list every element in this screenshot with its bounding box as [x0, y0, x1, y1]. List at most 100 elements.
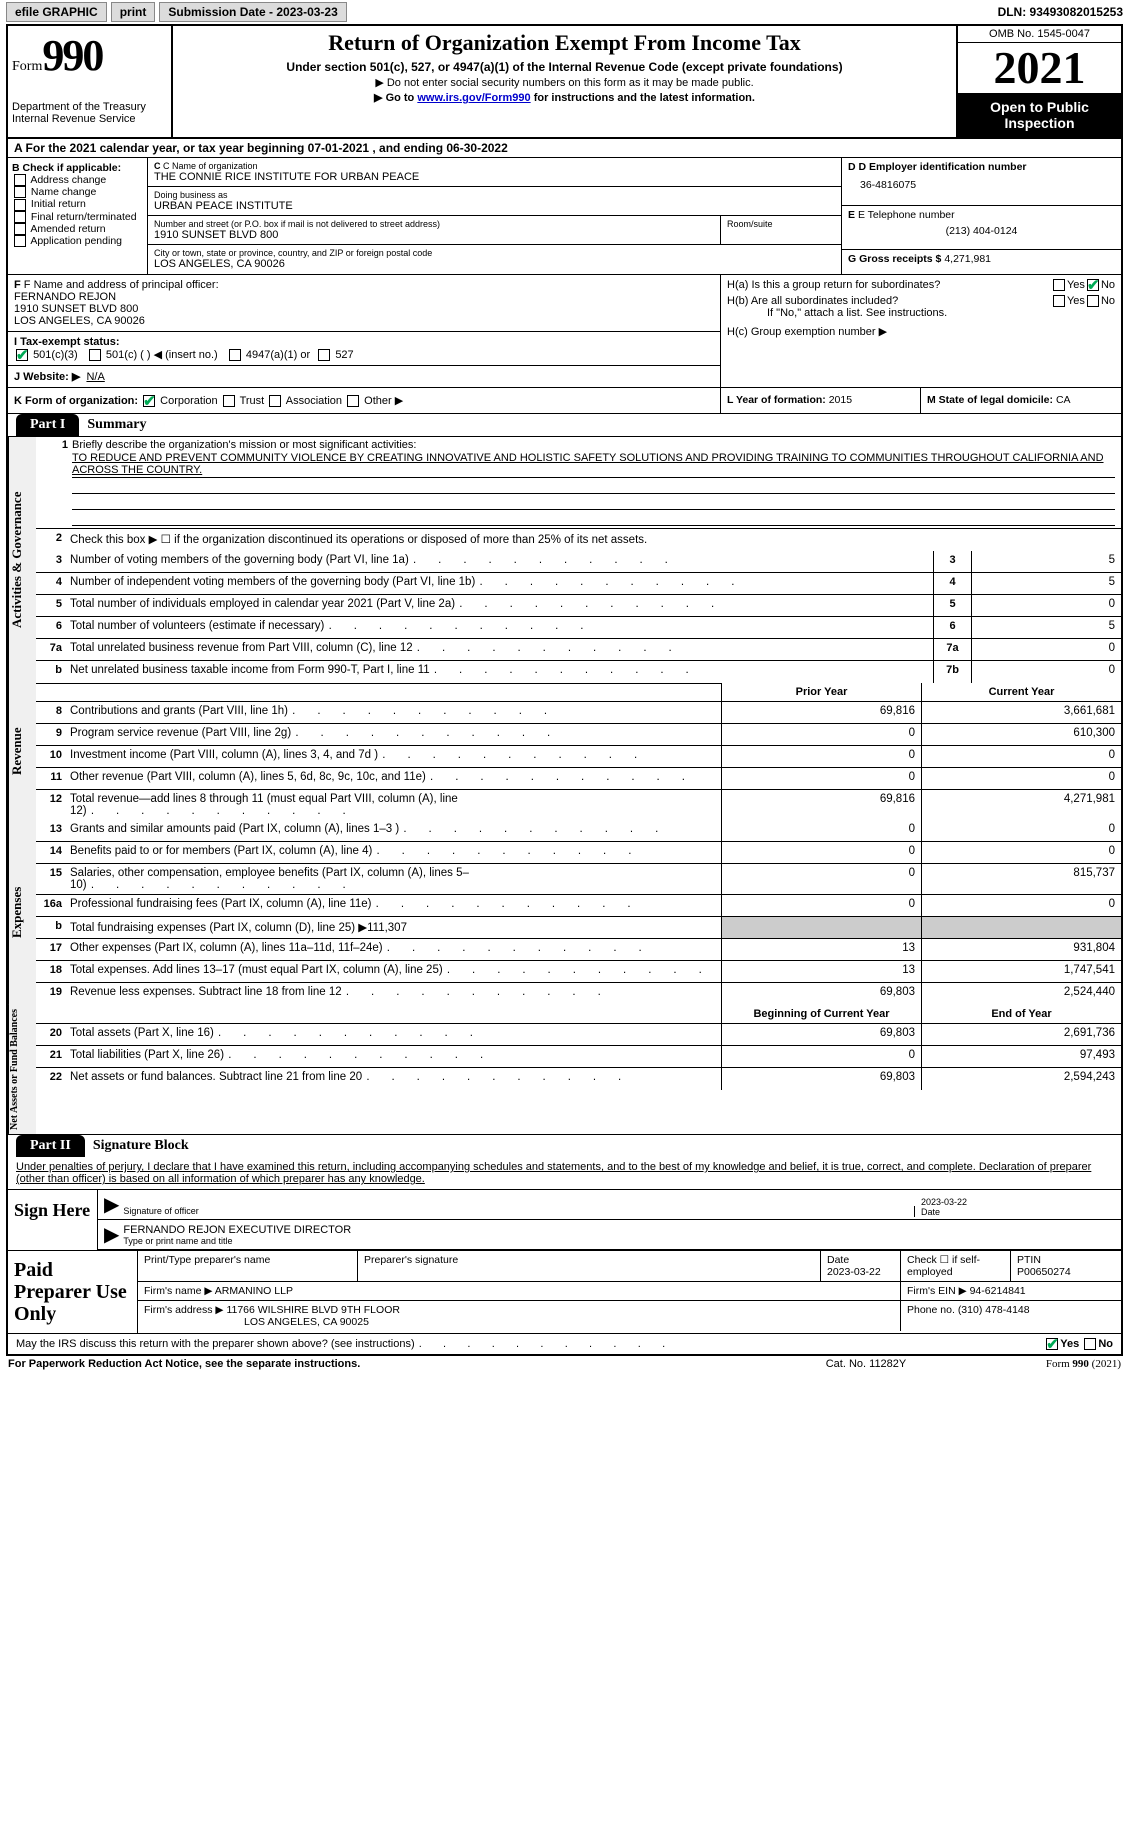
- name-change-checkbox[interactable]: [14, 186, 26, 198]
- end-year-header: End of Year: [921, 1005, 1121, 1023]
- form-org-label: K Form of organization:: [14, 395, 138, 407]
- summary-row: 12 Total revenue—add lines 8 through 11 …: [36, 790, 1121, 820]
- officer-name-title: FERNANDO REJON EXECUTIVE DIRECTOR: [123, 1224, 351, 1236]
- prep-date: 2023-03-22: [827, 1266, 881, 1278]
- vtab-expenses: Expenses: [8, 820, 36, 1005]
- part2-header: Part II Signature Block: [8, 1134, 1121, 1157]
- firm-addr1: 11766 WILSHIRE BLVD 9TH FLOOR: [226, 1304, 400, 1316]
- form-990: Form990 Department of the Treasury Inter…: [6, 24, 1123, 1356]
- summary-row: b Total fundraising expenses (Part IX, c…: [36, 917, 1121, 939]
- street-address: 1910 SUNSET BLVD 800: [154, 229, 714, 241]
- hb-label: H(b) Are all subordinates included?: [727, 295, 1051, 307]
- arrow-icon: ▶: [104, 1222, 119, 1247]
- hb-yes-checkbox[interactable]: [1053, 295, 1065, 307]
- summary-row: b Net unrelated business taxable income …: [36, 661, 1121, 683]
- part1-header: Part I Summary: [8, 414, 1121, 436]
- ha-no-checkbox[interactable]: [1087, 279, 1099, 291]
- form-word: Form: [12, 59, 42, 74]
- discuss-question: May the IRS discuss this return with the…: [16, 1338, 1044, 1350]
- summary-row: 15 Salaries, other compensation, employe…: [36, 864, 1121, 895]
- print-button[interactable]: print: [111, 2, 156, 22]
- suite-label: Room/suite: [727, 219, 835, 229]
- gross-receipts: 4,271,981: [944, 253, 991, 265]
- vtab-activities: Activities & Governance: [8, 437, 36, 683]
- corp-checkbox[interactable]: [143, 395, 155, 407]
- penalty-text: Under penalties of perjury, I declare th…: [8, 1157, 1121, 1190]
- officer-label: F F Name and address of principal office…: [14, 279, 714, 291]
- dln: DLN: 93493082015253: [998, 5, 1123, 19]
- summary-row: 3 Number of voting members of the govern…: [36, 551, 1121, 573]
- form-header: Form990 Department of the Treasury Inter…: [8, 26, 1121, 139]
- amended-return-checkbox[interactable]: [14, 223, 26, 235]
- firm-phone: (310) 478-4148: [958, 1304, 1030, 1316]
- final-return-checkbox[interactable]: [14, 211, 26, 223]
- discuss-yes-checkbox[interactable]: [1046, 1338, 1058, 1350]
- current-year-header: Current Year: [921, 683, 1121, 701]
- address-change-checkbox[interactable]: [14, 174, 26, 186]
- page-footer: For Paperwork Reduction Act Notice, see …: [0, 1356, 1129, 1372]
- summary-row: 7a Total unrelated business revenue from…: [36, 639, 1121, 661]
- summary-row: 19 Revenue less expenses. Subtract line …: [36, 983, 1121, 1005]
- 501c-checkbox[interactable]: [89, 349, 101, 361]
- initial-return-checkbox[interactable]: [14, 199, 26, 211]
- hc-label: H(c) Group exemption number ▶: [727, 325, 1115, 338]
- street-label: Number and street (or P.O. box if mail i…: [154, 219, 714, 229]
- vtab-revenue: Revenue: [8, 683, 36, 820]
- firm-addr2: LOS ANGELES, CA 90025: [144, 1316, 369, 1328]
- dept-treasury: Department of the Treasury Internal Reve…: [12, 101, 167, 125]
- topbar: efile GRAPHIC print Submission Date - 20…: [0, 0, 1129, 24]
- year-formation: 2015: [829, 394, 852, 406]
- summary-row: 14 Benefits paid to or for members (Part…: [36, 842, 1121, 864]
- omb-number: OMB No. 1545-0047: [958, 26, 1121, 43]
- assoc-checkbox[interactable]: [269, 395, 281, 407]
- officer-name: FERNANDO REJON: [14, 291, 714, 303]
- hb-no-checkbox[interactable]: [1087, 295, 1099, 307]
- mission-text: TO REDUCE AND PREVENT COMMUNITY VIOLENCE…: [72, 451, 1115, 478]
- firm-name: ARMANINO LLP: [215, 1285, 293, 1297]
- 4947-checkbox[interactable]: [229, 349, 241, 361]
- website-label: J Website: ▶: [14, 371, 80, 383]
- goto-note: ▶ Go to www.irs.gov/Form990 for instruct…: [179, 91, 950, 104]
- city-state-zip: LOS ANGELES, CA 90026: [154, 258, 835, 270]
- state-domicile: CA: [1056, 394, 1071, 406]
- ein-label: D D Employer identification number: [848, 161, 1115, 173]
- prior-year-header: Prior Year: [721, 683, 921, 701]
- officer-city: LOS ANGELES, CA 90026: [14, 315, 714, 327]
- summary-row: 20 Total assets (Part X, line 16) 69,803…: [36, 1024, 1121, 1046]
- submission-date: Submission Date - 2023-03-23: [159, 2, 346, 22]
- mission-label: Briefly describe the organization's miss…: [72, 439, 416, 451]
- discuss-no-checkbox[interactable]: [1084, 1338, 1096, 1350]
- other-checkbox[interactable]: [347, 395, 359, 407]
- hb-note: If "No," attach a list. See instructions…: [727, 307, 1115, 319]
- ha-yes-checkbox[interactable]: [1053, 279, 1065, 291]
- summary-row: 4 Number of independent voting members o…: [36, 573, 1121, 595]
- summary-row: 9 Program service revenue (Part VIII, li…: [36, 724, 1121, 746]
- 501c3-checkbox[interactable]: [16, 349, 28, 361]
- summary-row: 5 Total number of individuals employed i…: [36, 595, 1121, 617]
- application-pending-checkbox[interactable]: [14, 235, 26, 247]
- summary-row: 8 Contributions and grants (Part VIII, l…: [36, 702, 1121, 724]
- col-b-checkboxes: B Check if applicable: Address change Na…: [8, 158, 148, 274]
- summary-row: 21 Total liabilities (Part X, line 26) 0…: [36, 1046, 1121, 1068]
- org-name-label: C C Name of organization: [154, 161, 835, 171]
- summary-row: 6 Total number of volunteers (estimate i…: [36, 617, 1121, 639]
- gross-label: G Gross receipts $: [848, 253, 941, 265]
- tax-exempt-label: I Tax-exempt status:: [14, 336, 120, 348]
- firm-ein: 94-6214841: [970, 1285, 1026, 1297]
- efile-label: efile GRAPHIC: [6, 2, 107, 22]
- sig-date: 2023-03-22: [921, 1197, 967, 1207]
- summary-row: 17 Other expenses (Part IX, column (A), …: [36, 939, 1121, 961]
- sign-here-label: Sign Here: [8, 1190, 98, 1250]
- ha-label: H(a) Is this a group return for subordin…: [727, 279, 1051, 291]
- dba-label: Doing business as: [154, 190, 835, 200]
- irs-link[interactable]: www.irs.gov/Form990: [417, 92, 530, 104]
- trust-checkbox[interactable]: [223, 395, 235, 407]
- q2-text: Check this box ▶ ☐ if the organization d…: [66, 529, 1121, 551]
- tax-year: 2021: [958, 43, 1121, 93]
- arrow-icon: ▶: [104, 1192, 119, 1217]
- tel-value: (213) 404-0124: [848, 221, 1115, 237]
- begin-year-header: Beginning of Current Year: [721, 1005, 921, 1023]
- 527-checkbox[interactable]: [318, 349, 330, 361]
- org-name: THE CONNIE RICE INSTITUTE FOR URBAN PEAC…: [154, 171, 835, 183]
- summary-row: 11 Other revenue (Part VIII, column (A),…: [36, 768, 1121, 790]
